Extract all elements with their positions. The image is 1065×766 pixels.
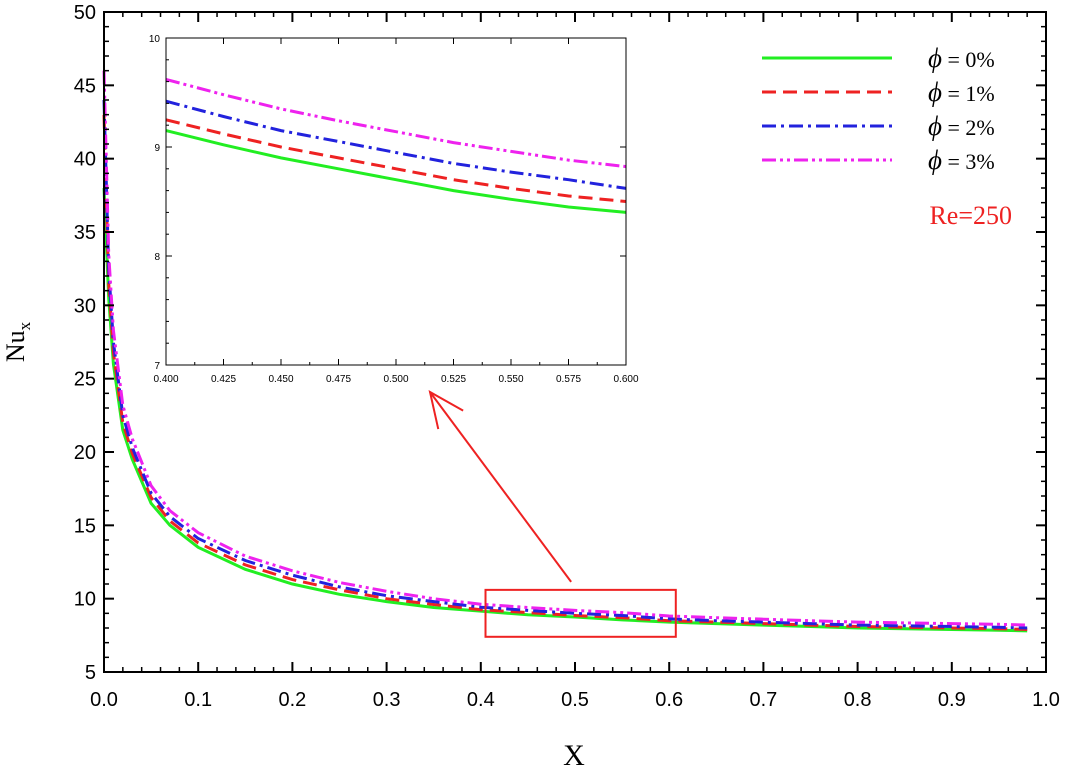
x-tick-label: 1.0: [1032, 689, 1060, 711]
inset-chart: 0.400 0.425 0.450 0.475 0.500 0.525 0.550 0.575…: [149, 34, 639, 385]
y-tick-label: 25: [74, 369, 96, 391]
x-tick-label: 0.3: [373, 689, 401, 711]
legend-value: = 0%: [942, 47, 995, 72]
inset-x-tick-label: 0.525: [441, 374, 466, 385]
y-tick-label: 15: [74, 515, 96, 537]
legend-value: = 3%: [942, 149, 995, 174]
zoom-arrow-head: [428, 390, 464, 430]
inset-y-tick-label: 10: [149, 34, 161, 45]
y-axis-label: Nux: [1, 321, 34, 362]
legend-symbol: ϕ: [928, 111, 942, 141]
x-tick-label: 0.5: [561, 689, 589, 711]
inset-x-tick-label: 0.500: [383, 374, 408, 385]
inset-x-tick-label: 0.400: [153, 374, 178, 385]
legend-symbol: ϕ: [928, 77, 942, 107]
zoom-box: [484, 588, 677, 638]
inset-x-tick-label: 0.425: [211, 374, 236, 385]
y-tick-label: 40: [74, 149, 96, 171]
series-line-3: [102, 70, 1028, 627]
x-tick-label: 0.8: [844, 689, 872, 711]
legend-symbol: ϕ: [928, 43, 942, 73]
x-tick-label: 0.2: [278, 689, 306, 711]
inset-x-tick-label: 0.550: [498, 374, 523, 385]
annotation-re: Re=250: [929, 201, 1012, 230]
series-line-2: [102, 99, 1028, 630]
x-tick-label: 0.9: [938, 689, 966, 711]
y-tick-label: 35: [74, 222, 96, 244]
legend-label-3: ϕ = 3%: [928, 145, 995, 175]
y-tick-label: 30: [74, 295, 96, 317]
inset-series-line-1: [165, 118, 627, 203]
y-axis-label-sub: x: [15, 321, 34, 330]
inset-x-tick-label: 0.450: [268, 374, 293, 385]
x-tick-label: 0.4: [467, 689, 495, 711]
inset-y-tick-label: 9: [154, 143, 160, 154]
legend-symbol: ϕ: [928, 145, 942, 175]
x-tick-label: 0.7: [749, 689, 777, 711]
legend-label-1: ϕ = 1%: [928, 77, 995, 107]
x-axis-label: X: [563, 739, 585, 766]
inset-y-tick-label: 7: [154, 361, 160, 372]
x-tick-label: 0.1: [184, 689, 212, 711]
y-tick-label: 5: [85, 662, 96, 684]
inset-x-tick-label: 0.475: [326, 374, 351, 385]
y-tick-label: 50: [74, 2, 96, 24]
inset-series-line-0: [165, 129, 627, 214]
inset-x-tick-label: 0.575: [556, 374, 581, 385]
legend-value: = 1%: [942, 81, 995, 106]
legend: ϕ = 0%ϕ = 1%ϕ = 2%ϕ = 3%: [762, 43, 995, 175]
inset-series-line-3: [165, 77, 627, 169]
x-tick-label: 0.0: [90, 689, 118, 711]
y-axis-label-main: Nu: [1, 330, 30, 362]
y-tick-label: 10: [74, 589, 96, 611]
inset-x-tick-label: 0.600: [613, 374, 638, 385]
x-tick-label: 0.6: [655, 689, 683, 711]
y-tick-label: 45: [74, 75, 96, 97]
legend-label-2: ϕ = 2%: [928, 111, 995, 141]
zoom-arrow: [429, 391, 572, 583]
inset-series-line-2: [165, 99, 627, 190]
legend-label-0: ϕ = 0%: [928, 43, 995, 73]
inset-y-tick-label: 8: [154, 252, 160, 263]
legend-value: = 2%: [942, 115, 995, 140]
main-series: [102, 70, 1028, 633]
y-tick-label: 20: [74, 442, 96, 464]
